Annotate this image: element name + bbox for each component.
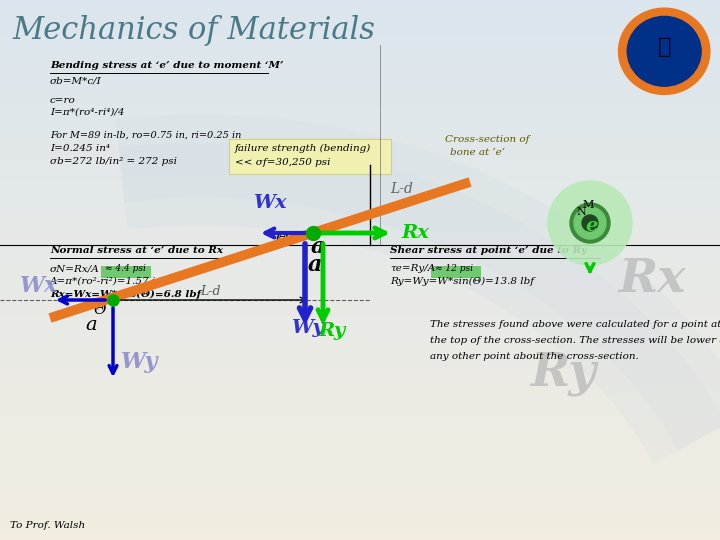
- Text: e: e: [586, 217, 598, 235]
- Text: failure strength (bending): failure strength (bending): [235, 144, 372, 153]
- Text: a: a: [311, 236, 325, 258]
- Text: σN=Rx/A: σN=Rx/A: [50, 264, 100, 273]
- Text: Θ: Θ: [275, 232, 287, 246]
- Text: M: M: [582, 200, 593, 210]
- Text: For M=89 in-lb, ro=0.75 in, ri=0.25 in: For M=89 in-lb, ro=0.75 in, ri=0.25 in: [50, 131, 241, 140]
- Text: Rx: Rx: [618, 256, 685, 302]
- Text: Wy: Wy: [291, 319, 324, 337]
- Text: Wx: Wx: [253, 194, 287, 212]
- Text: Rx: Rx: [401, 224, 429, 242]
- Text: Cross-section of: Cross-section of: [445, 135, 529, 144]
- Text: a: a: [85, 316, 96, 334]
- Text: Ry: Ry: [530, 349, 596, 395]
- Text: Shear stress at point ‘e’ due to Ry: Shear stress at point ‘e’ due to Ry: [390, 246, 587, 255]
- Circle shape: [618, 8, 710, 94]
- Text: N: N: [576, 207, 586, 217]
- Text: Wy: Wy: [121, 351, 158, 373]
- Text: Rx=Wx=W*cos(Θ)=6.8 lbf: Rx=Wx=W*cos(Θ)=6.8 lbf: [50, 290, 201, 299]
- Text: I=π*(ro⁴-ri⁴)/4: I=π*(ro⁴-ri⁴)/4: [50, 108, 125, 117]
- Text: 🐊: 🐊: [657, 37, 671, 57]
- Text: Θ: Θ: [93, 303, 106, 317]
- Text: σb=272 lb/in² = 272 psi: σb=272 lb/in² = 272 psi: [50, 157, 177, 166]
- Text: Mechanics of Materials: Mechanics of Materials: [12, 15, 375, 45]
- Text: Ry=Wy=W*sin(Θ)=13.8 lbf: Ry=Wy=W*sin(Θ)=13.8 lbf: [390, 277, 534, 286]
- Text: To Prof. Walsh: To Prof. Walsh: [10, 521, 85, 530]
- Text: Normal stress at ‘e’ due to Rx: Normal stress at ‘e’ due to Rx: [50, 246, 223, 255]
- Text: Ry: Ry: [318, 322, 346, 340]
- Circle shape: [582, 215, 598, 231]
- Text: The stresses found above were calculated for a point at
the top of the cross-sec: The stresses found above were calculated…: [430, 320, 720, 361]
- Text: Bending stress at ‘e’ due to moment ‘M’: Bending stress at ‘e’ due to moment ‘M’: [50, 61, 284, 70]
- Text: Wx: Wx: [20, 275, 58, 297]
- Circle shape: [570, 203, 610, 243]
- Text: A=π*(ro²-ri²)=1.57 in²: A=π*(ro²-ri²)=1.57 in²: [50, 277, 167, 286]
- Circle shape: [627, 16, 701, 86]
- Text: bone at ‘e’: bone at ‘e’: [450, 148, 505, 157]
- Text: L-d: L-d: [200, 285, 220, 298]
- Text: ≈ 12 psi: ≈ 12 psi: [435, 264, 473, 273]
- Text: a: a: [308, 254, 323, 276]
- Text: I=0.245 in⁴: I=0.245 in⁴: [50, 144, 110, 153]
- Circle shape: [574, 207, 606, 239]
- FancyBboxPatch shape: [101, 266, 151, 278]
- Text: c=ro: c=ro: [50, 96, 76, 105]
- Text: << σf=30,250 psi: << σf=30,250 psi: [235, 158, 330, 167]
- FancyBboxPatch shape: [229, 139, 391, 174]
- Text: L-d: L-d: [390, 182, 413, 196]
- Text: τe=Ry/A: τe=Ry/A: [390, 264, 436, 273]
- Text: σb=M*c/I: σb=M*c/I: [50, 76, 102, 85]
- FancyBboxPatch shape: [431, 266, 481, 278]
- Text: ≈ 4.4 psi: ≈ 4.4 psi: [105, 264, 146, 273]
- Circle shape: [548, 181, 632, 265]
